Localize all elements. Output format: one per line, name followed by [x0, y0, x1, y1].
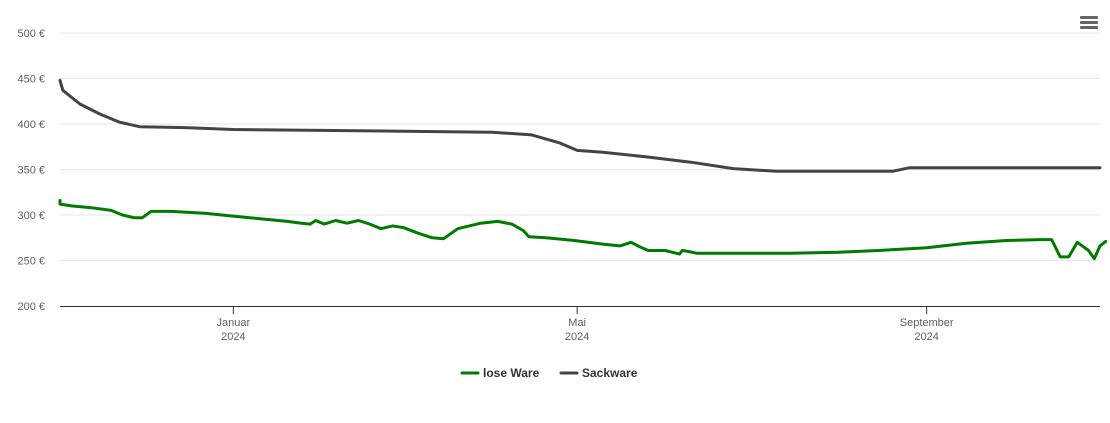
series-line-0[interactable] [58, 198, 1108, 261]
y-tick-label: 300 € [17, 210, 45, 222]
x-tick-label-year: 2024 [914, 331, 938, 343]
y-tick-label: 400 € [17, 119, 45, 131]
legend-item[interactable]: lose Ware [460, 366, 540, 380]
x-tick-label-year: 2024 [565, 331, 589, 343]
x-axis: Januar 2024 Mai 2024 September 2024 [60, 306, 1100, 343]
series-line-1[interactable] [58, 78, 1102, 173]
x-tick-label: Mai [568, 317, 586, 329]
hamburger-menu-icon[interactable] [1080, 16, 1098, 29]
legend-label: Sackware [582, 366, 638, 380]
y-tick-label: 250 € [17, 256, 45, 268]
x-tick-label: Januar [217, 317, 251, 329]
y-tick-label: 200 € [17, 301, 45, 313]
x-tick-label: September [900, 317, 954, 329]
y-axis: 200 € 250 € 300 € 350 € 400 € 450 € 500 € [17, 28, 45, 313]
legend[interactable]: lose Ware Sackware [460, 366, 638, 380]
y-tick-label: 450 € [17, 74, 45, 86]
series-lines [58, 78, 1108, 261]
legend-item[interactable]: Sackware [559, 366, 638, 380]
x-tick-label-year: 2024 [221, 331, 245, 343]
y-tick-label: 350 € [17, 165, 45, 177]
y-tick-label: 500 € [17, 28, 45, 40]
legend-label: lose Ware [483, 366, 540, 380]
gridlines [60, 32, 1100, 261]
